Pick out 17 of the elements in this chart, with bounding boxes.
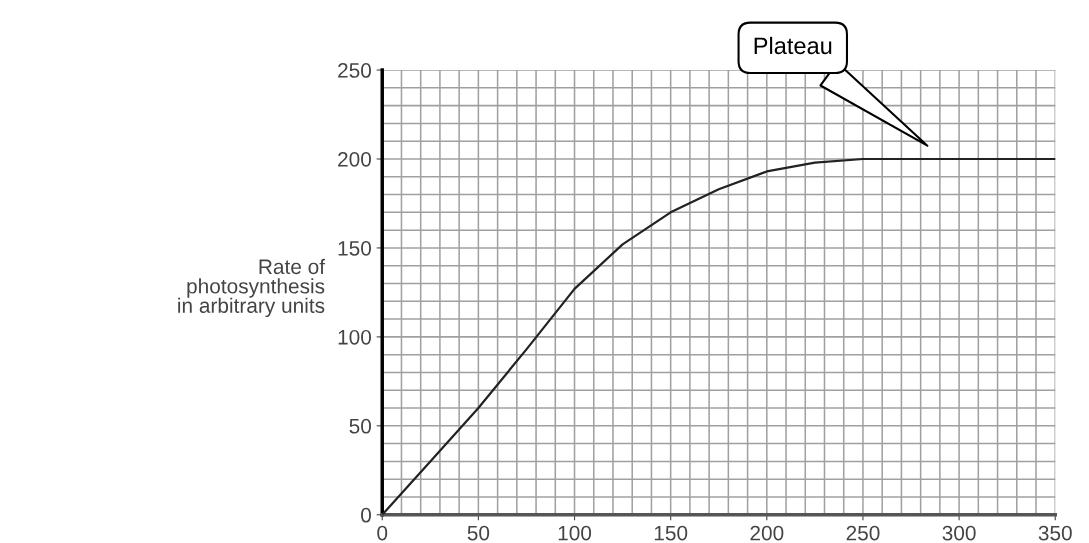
x-tick-label: 250 (846, 525, 880, 541)
x-tick-label: 100 (558, 525, 592, 541)
y-tick-label: 150 (338, 240, 372, 256)
y-tick-label: 0 (361, 507, 372, 523)
y-tick-label: 200 (338, 151, 372, 167)
line-series (382, 157, 1056, 515)
x-tick-label: 0 (377, 525, 388, 541)
y-axis-title: Rate of photosynthesis in arbitrary units (178, 258, 326, 318)
x-tick-label: 200 (750, 525, 784, 541)
text: Plateau (754, 36, 832, 55)
y-tick-label: 250 (338, 63, 372, 78)
x-tick-label: 300 (942, 525, 976, 541)
y-tick-label: 100 (338, 329, 372, 345)
x-tick-label: 150 (654, 525, 688, 541)
x-tick-label: 350 (1038, 525, 1072, 541)
x-tick-label: 50 (467, 525, 490, 541)
y-tick-label: 50 (349, 418, 372, 434)
